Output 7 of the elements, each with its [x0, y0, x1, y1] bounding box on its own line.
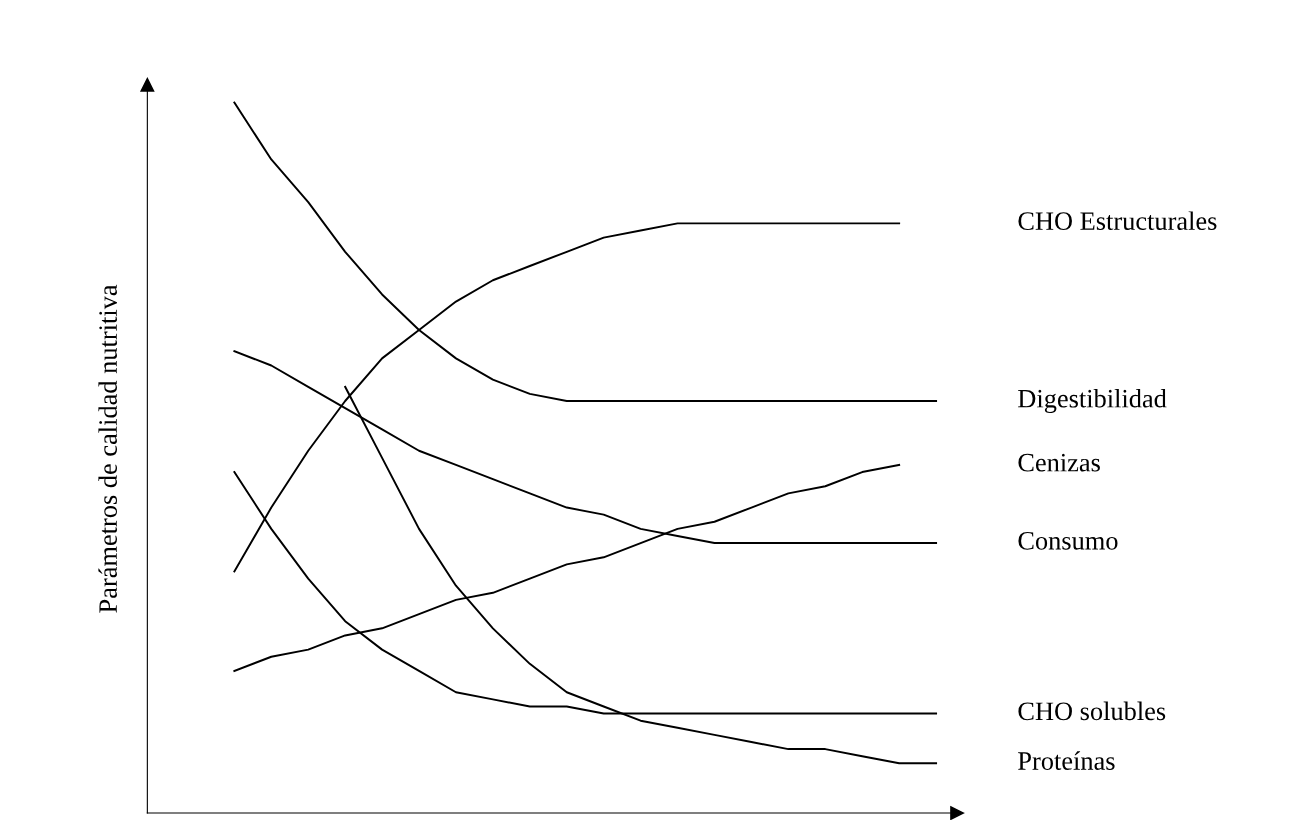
text: Cenizas: [1018, 453, 1100, 472]
text: Digestibilidad: [1018, 389, 1167, 413]
text: Proteínas: [1018, 751, 1115, 770]
text: CHO Estructurales: [1018, 211, 1217, 230]
text: Consumo: [1018, 531, 1118, 550]
text: CHO solubles: [1018, 701, 1166, 721]
y-axis-title: Parámetros de calidad nutritiva: [98, 284, 117, 613]
